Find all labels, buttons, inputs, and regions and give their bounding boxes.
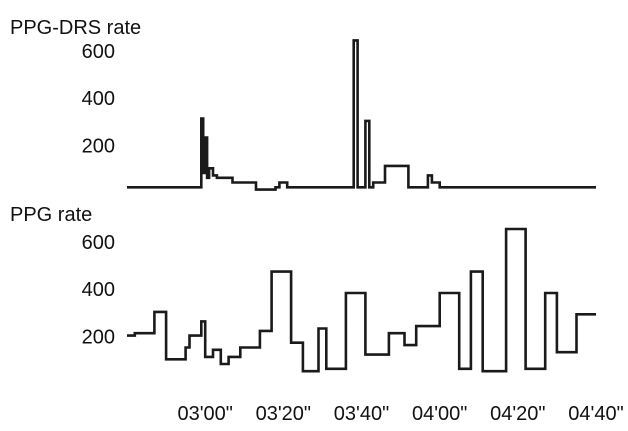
bottom-panel-ylabel: PPG rate (10, 204, 92, 226)
bottom-panel-series-line (127, 227, 596, 373)
bottom-panel: PPG rate 200 400 600 03'00" 03'20" 03'40" 04'… (10, 204, 624, 425)
bottom-ytick-label: 400 (82, 279, 115, 301)
bottom-panel-y-ticks: 200 400 600 (82, 232, 115, 349)
top-ytick-label: 600 (82, 41, 115, 63)
top-panel-y-ticks: 200 400 600 (82, 41, 115, 158)
top-panel-ylabel: PPG-DRS rate (10, 17, 141, 39)
xtick-label: 04'40" (568, 403, 623, 425)
bottom-ytick-label: 600 (82, 232, 115, 254)
xtick-label: 03'20" (256, 403, 311, 425)
top-panel-series-line (127, 39, 596, 191)
xtick-label: 03'00" (177, 403, 232, 425)
top-ytick-label: 200 (82, 136, 115, 158)
top-panel: PPG-DRS rate 200 400 600 (10, 17, 596, 191)
xtick-label: 03'40" (334, 403, 389, 425)
bottom-ytick-label: 200 (82, 327, 115, 349)
xtick-label: 04'20" (490, 403, 545, 425)
xtick-label: 04'00" (412, 403, 467, 425)
top-ytick-label: 400 (82, 88, 115, 110)
bottom-panel-x-ticks: 03'00" 03'20" 03'40" 04'00" 04'20" 04'40" (177, 403, 623, 425)
